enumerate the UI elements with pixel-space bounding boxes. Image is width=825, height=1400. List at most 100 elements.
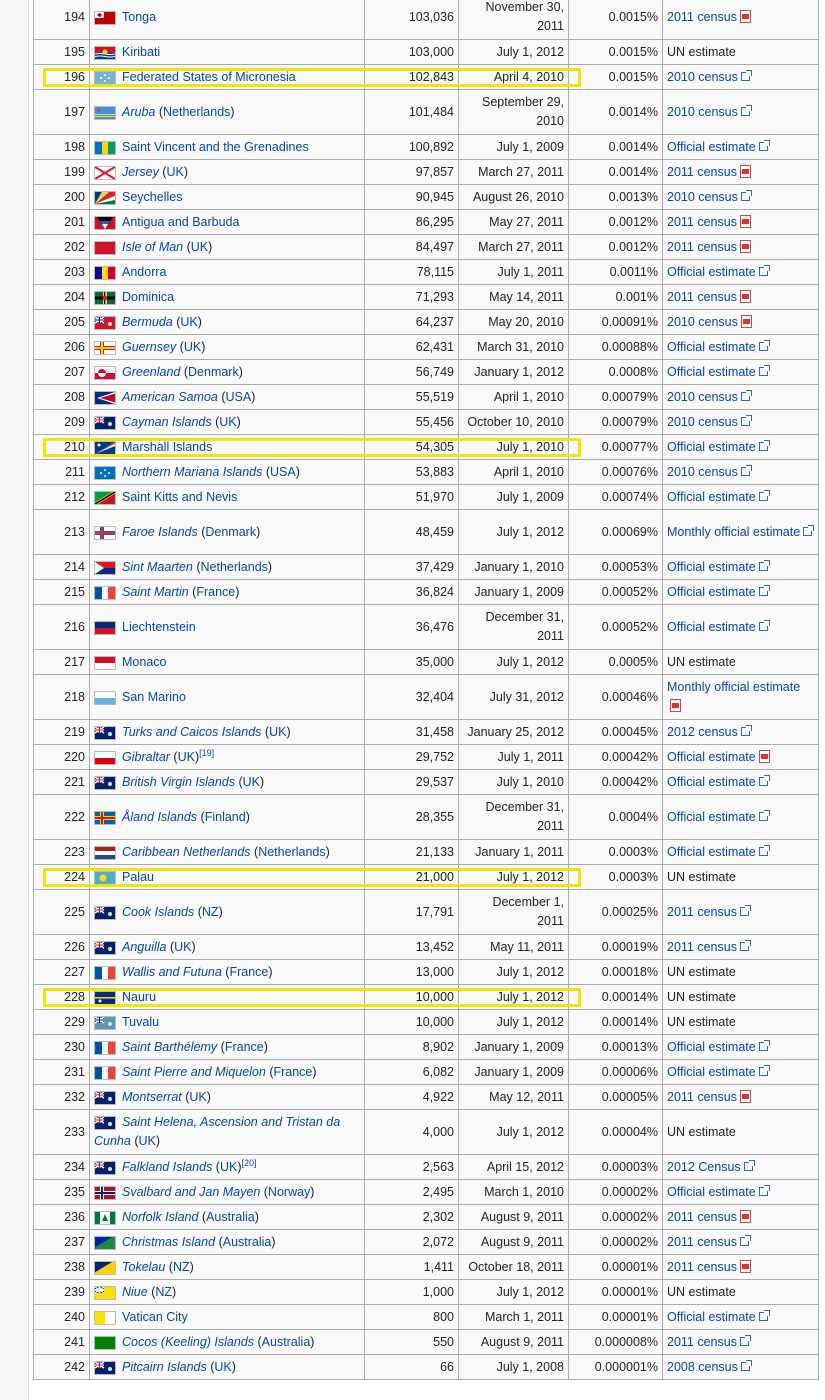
flag-icon[interactable] [94, 1090, 116, 1105]
country-link[interactable]: Norfolk Island [122, 1209, 199, 1224]
sovereign-link[interactable]: Netherlands [163, 104, 231, 119]
flag-icon[interactable] [94, 750, 116, 765]
source-link[interactable]: 2008 census [667, 1359, 738, 1374]
sovereign-link[interactable]: USA [225, 389, 252, 404]
country-link[interactable]: Svalbard and Jan Mayen [122, 1184, 261, 1199]
country-link[interactable]: Greenland [122, 364, 181, 379]
source-link[interactable]: 2010 census [667, 464, 738, 479]
sovereign-link[interactable]: NZ [201, 904, 219, 919]
sovereign-link[interactable]: France [224, 1039, 264, 1054]
country-link[interactable]: Saint Kitts and Nevis [122, 489, 238, 504]
country-link[interactable]: Saint Barthélemy [122, 1039, 218, 1054]
country-link[interactable]: Anguilla [122, 939, 167, 954]
country-link[interactable]: Jersey [122, 164, 159, 179]
flag-icon[interactable] [94, 215, 116, 230]
sovereign-link[interactable]: USA [270, 464, 296, 479]
sovereign-link[interactable]: UK [180, 314, 198, 329]
flag-icon[interactable] [94, 990, 116, 1005]
country-link[interactable]: Antigua and Barbuda [122, 214, 240, 229]
flag-icon[interactable] [94, 240, 116, 255]
sovereign-link[interactable]: France [229, 964, 269, 979]
flag-icon[interactable] [94, 725, 116, 740]
flag-icon[interactable] [94, 45, 116, 60]
flag-icon[interactable] [94, 1065, 116, 1080]
country-link[interactable]: Cayman Islands [122, 414, 212, 429]
country-link[interactable]: Saint Helena, Ascension and Tristan da C… [94, 1115, 341, 1148]
source-link[interactable]: Official estimate [667, 1064, 756, 1079]
flag-icon[interactable] [94, 465, 116, 480]
source-link[interactable]: Monthly official estimate [667, 680, 801, 694]
sovereign-link[interactable]: NZ [172, 1259, 190, 1274]
source-link[interactable]: 2010 census [667, 314, 738, 329]
country-link[interactable]: Saint Vincent and the Grenadines [122, 139, 309, 154]
country-link[interactable]: Tonga [122, 9, 157, 24]
sovereign-link[interactable]: UK [219, 414, 237, 429]
sovereign-link[interactable]: UK [219, 1159, 238, 1174]
flag-icon[interactable] [94, 365, 116, 380]
country-link[interactable]: Åland Islands [122, 809, 198, 824]
flag-icon[interactable] [94, 165, 116, 180]
source-link[interactable]: 2011 census [667, 214, 737, 229]
flag-icon[interactable] [94, 870, 116, 885]
flag-icon[interactable] [94, 265, 116, 280]
source-link[interactable]: Official estimate [667, 339, 756, 354]
flag-icon[interactable] [94, 70, 116, 85]
source-link[interactable]: 2011 census [667, 1209, 737, 1224]
source-link[interactable]: 2011 census [667, 939, 737, 954]
country-link[interactable]: Sint Maarten [122, 559, 193, 574]
country-link[interactable]: Montserrat [122, 1089, 182, 1104]
country-link[interactable]: Cocos (Keeling) Islands [122, 1334, 255, 1349]
country-link[interactable]: British Virgin Islands [122, 774, 236, 789]
flag-icon[interactable] [94, 190, 116, 205]
flag-icon[interactable] [94, 415, 116, 430]
country-link[interactable]: Monaco [122, 654, 167, 669]
country-link[interactable]: Wallis and Futuna [122, 964, 222, 979]
source-link[interactable]: Official estimate [667, 749, 756, 764]
sovereign-link[interactable]: UK [214, 1359, 232, 1374]
country-link[interactable]: Liechtenstein [122, 619, 196, 634]
sovereign-link[interactable]: UK [189, 1089, 207, 1104]
flag-icon[interactable] [94, 1116, 116, 1130]
flag-icon[interactable] [94, 810, 116, 825]
source-link[interactable]: 2011 census [667, 1334, 737, 1349]
source-link[interactable]: 2010 census [667, 389, 738, 404]
country-link[interactable]: Turks and Caicos Islands [122, 724, 262, 739]
country-link[interactable]: Andorra [122, 264, 167, 279]
sovereign-link[interactable]: Australia [261, 1334, 311, 1349]
source-link[interactable]: Official estimate [667, 264, 756, 279]
source-link[interactable]: Official estimate [667, 1039, 756, 1054]
flag-icon[interactable] [94, 845, 116, 860]
sovereign-link[interactable]: Denmark [188, 364, 239, 379]
country-link[interactable]: Federated States of Micronesia [122, 69, 296, 84]
reference-link[interactable]: [20] [241, 1157, 257, 1168]
country-link[interactable]: Niue [122, 1284, 148, 1299]
flag-icon[interactable] [94, 140, 116, 155]
sovereign-link[interactable]: UK [138, 1134, 156, 1148]
source-link[interactable]: 2010 census [667, 104, 738, 119]
country-link[interactable]: Palau [122, 869, 154, 884]
sovereign-link[interactable]: UK [177, 749, 195, 764]
flag-icon[interactable] [94, 1360, 116, 1375]
flag-icon[interactable] [94, 1185, 116, 1200]
country-link[interactable]: Faroe Islands [122, 524, 198, 539]
source-link[interactable]: 2011 census [667, 289, 737, 304]
flag-icon[interactable] [94, 10, 116, 25]
sovereign-link[interactable]: UK [183, 339, 202, 354]
flag-icon[interactable] [94, 940, 116, 955]
flag-icon[interactable] [94, 1160, 116, 1175]
country-link[interactable]: San Marino [122, 689, 186, 704]
country-link[interactable]: Tuvalu [122, 1014, 160, 1029]
country-link[interactable]: Isle of Man [122, 239, 184, 254]
country-link[interactable]: Northern Mariana Islands [122, 464, 263, 479]
flag-icon[interactable] [94, 1040, 116, 1055]
flag-icon[interactable] [94, 490, 116, 505]
source-link[interactable]: 2010 census [667, 189, 738, 204]
country-link[interactable]: Dominica [122, 289, 175, 304]
country-link[interactable]: Cook Islands [122, 904, 195, 919]
country-link[interactable]: Christmas Island [122, 1234, 216, 1249]
source-link[interactable]: Official estimate [667, 809, 756, 824]
source-link[interactable]: Official estimate [667, 844, 756, 859]
source-link[interactable]: 2012 census [667, 724, 738, 739]
flag-icon[interactable] [94, 440, 116, 455]
country-link[interactable]: Saint Martin [122, 584, 189, 599]
